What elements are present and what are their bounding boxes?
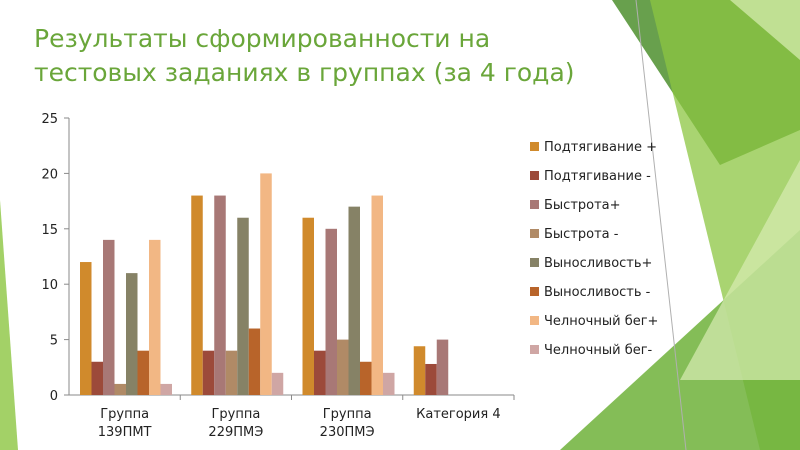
bar (214, 195, 226, 395)
deco-shape (730, 0, 800, 60)
y-axis-ticks: 0 5 10 15 20 25 (41, 112, 69, 404)
legend-label: Подтягивание - (544, 169, 651, 184)
legend-swatch (530, 142, 539, 151)
bar (425, 363, 437, 395)
y-tick-label: 20 (41, 167, 58, 182)
bar (149, 239, 161, 395)
x-category-label: Группа 229ПМЭ (208, 407, 263, 440)
legend-label: Челночный бег- (544, 343, 653, 358)
legend-swatch (530, 258, 539, 267)
legend-swatch (530, 287, 539, 296)
slide-title: Результаты сформированности на тестовых … (34, 24, 575, 87)
bar (371, 195, 383, 395)
bar (271, 372, 284, 395)
deco-shape (0, 200, 18, 450)
bar (91, 361, 103, 395)
deco-shape (680, 160, 800, 380)
bar (325, 228, 337, 395)
bar (302, 217, 314, 395)
legend-swatch (530, 345, 539, 354)
y-tick-label: 5 (50, 334, 58, 349)
chart-legend: Подтягивание + Подтягивание - Быстрота+ Быс… (530, 140, 658, 358)
bar (413, 346, 426, 395)
y-tick-label: 25 (41, 112, 58, 127)
legend-swatch (530, 229, 539, 238)
x-category-label: Группа 139ПМТ (98, 407, 152, 440)
legend-label: Выносливость - (544, 285, 651, 300)
bar (225, 350, 238, 395)
legend-label: Челночный бег+ (544, 314, 658, 329)
y-tick-label: 10 (41, 278, 58, 293)
chart-bars (80, 173, 449, 395)
bar (260, 173, 272, 395)
bar (202, 350, 215, 395)
y-tick-label: 0 (50, 389, 58, 404)
deco-line (635, 0, 687, 450)
legend-swatch (530, 171, 539, 180)
bar (191, 195, 203, 395)
bar (126, 273, 138, 395)
bar (436, 339, 449, 395)
x-axis-categories: Группа 139ПМТ Группа 229ПМЭ Группа 230ПМЭ Кате… (98, 395, 515, 440)
legend-swatch (530, 316, 539, 325)
y-tick-label: 15 (41, 223, 58, 238)
bar (383, 372, 395, 395)
bar (348, 206, 360, 395)
bar (137, 350, 149, 395)
x-category-label: Группа 230ПМЭ (320, 407, 375, 440)
bar (237, 217, 249, 395)
bar (248, 328, 261, 395)
x-category-label: Категория 4 (416, 407, 500, 422)
legend-swatch (530, 200, 539, 209)
bar (314, 350, 326, 395)
legend-label: Выносливость+ (544, 256, 652, 271)
legend-label: Подтягивание + (544, 140, 657, 155)
bar (80, 262, 92, 395)
bar (103, 239, 115, 395)
legend-label: Быстрота - (544, 227, 619, 242)
bar (337, 339, 349, 395)
legend-label: Быстрота+ (544, 198, 621, 213)
bar (160, 383, 172, 395)
bar (114, 383, 126, 395)
bar (360, 361, 372, 395)
